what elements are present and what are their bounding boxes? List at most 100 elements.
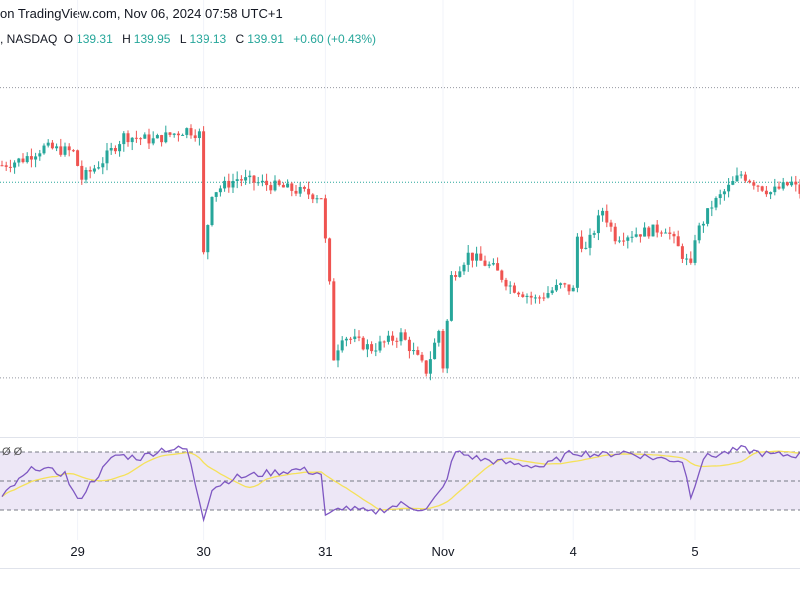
candle-body	[71, 150, 75, 152]
candle-body	[21, 158, 25, 163]
candle-body	[588, 234, 592, 248]
candle-body	[596, 215, 600, 234]
candle-body	[84, 169, 88, 180]
candle-body	[781, 182, 785, 189]
candle-body	[760, 186, 764, 191]
candle-body	[361, 337, 365, 350]
candle-body	[218, 188, 222, 193]
candle-body	[722, 191, 726, 195]
candle-body	[500, 270, 504, 280]
candle-body	[563, 283, 567, 285]
candle-body	[185, 128, 189, 135]
candle-body	[575, 236, 579, 288]
candle-body	[743, 174, 747, 181]
candle-body	[13, 162, 17, 168]
candle-body	[428, 359, 432, 374]
candle-body	[151, 138, 155, 144]
candle-body	[344, 338, 348, 341]
candle-body	[298, 187, 302, 194]
candle-body	[17, 158, 21, 163]
candle-body	[176, 133, 180, 136]
candle-body	[118, 144, 122, 152]
candle-body	[706, 208, 710, 224]
rsi-ma-line	[1, 450, 800, 511]
candle-body	[332, 281, 336, 361]
candle-body	[584, 247, 588, 249]
candle-body	[521, 294, 525, 297]
candle-body	[315, 198, 319, 200]
candle-body	[101, 163, 105, 168]
candle-body	[34, 156, 38, 160]
candle-body	[449, 275, 453, 321]
candle-body	[714, 198, 718, 208]
candle-body	[126, 133, 130, 143]
candle-body	[794, 181, 798, 185]
candle-body	[571, 287, 575, 292]
candle-body	[286, 183, 290, 188]
candle-body	[374, 350, 378, 352]
candle-body	[252, 175, 256, 183]
candle-body	[550, 290, 554, 294]
open-value: 139.31	[76, 32, 113, 46]
candle-body	[210, 196, 214, 226]
candle-body	[206, 225, 210, 253]
candle-body	[672, 233, 676, 237]
candle-body	[559, 283, 563, 285]
candle-body	[269, 185, 273, 191]
candle-body	[538, 297, 542, 299]
candle-body	[340, 340, 344, 351]
candle-body	[273, 180, 277, 191]
candle-body	[580, 236, 584, 249]
candle-body	[164, 132, 168, 143]
candle-body	[512, 285, 516, 293]
candle-body	[80, 165, 84, 180]
candle-body	[307, 188, 311, 195]
candle-body	[752, 182, 756, 186]
candle-body	[130, 137, 134, 143]
candle-body	[386, 335, 390, 342]
candle-body	[437, 331, 441, 343]
candle-body	[769, 192, 773, 195]
candle-body	[605, 210, 609, 223]
candle-body	[475, 253, 479, 261]
candle-body	[248, 175, 252, 178]
candle-body	[638, 234, 642, 237]
candle-body	[260, 180, 264, 183]
high-value: 139.95	[133, 32, 171, 46]
candle-body	[349, 338, 353, 340]
candle-body	[122, 133, 126, 145]
candle-body	[197, 131, 201, 139]
high-label: H	[122, 32, 131, 46]
x-tick-label: Nov	[431, 544, 455, 559]
candle-body	[59, 146, 63, 155]
candle-body	[239, 179, 243, 181]
candle-body	[643, 227, 647, 237]
candle-body	[546, 293, 550, 298]
candle-body	[155, 135, 159, 139]
candle-body	[433, 342, 437, 360]
candle-body	[655, 224, 659, 233]
candle-body	[391, 335, 395, 341]
candle-body	[685, 258, 689, 260]
candle-body	[466, 252, 470, 265]
candle-body	[748, 180, 752, 183]
candle-body	[651, 224, 655, 237]
candle-body	[55, 146, 59, 149]
candle-body	[798, 184, 800, 194]
x-tick-label: 30	[196, 544, 211, 559]
candle-body	[42, 145, 46, 154]
candle-body	[265, 180, 269, 186]
candle-body	[491, 263, 495, 265]
candle-body	[693, 240, 697, 263]
low-label: L	[179, 32, 187, 46]
open-label: O	[63, 32, 74, 46]
candle-body	[193, 135, 197, 139]
pane-separator[interactable]	[0, 437, 800, 438]
candle-body	[378, 341, 382, 351]
candle-body	[773, 186, 777, 193]
candle-body	[189, 128, 193, 136]
candle-body	[441, 331, 445, 369]
candle-body	[554, 284, 558, 291]
candle-body	[634, 234, 638, 237]
